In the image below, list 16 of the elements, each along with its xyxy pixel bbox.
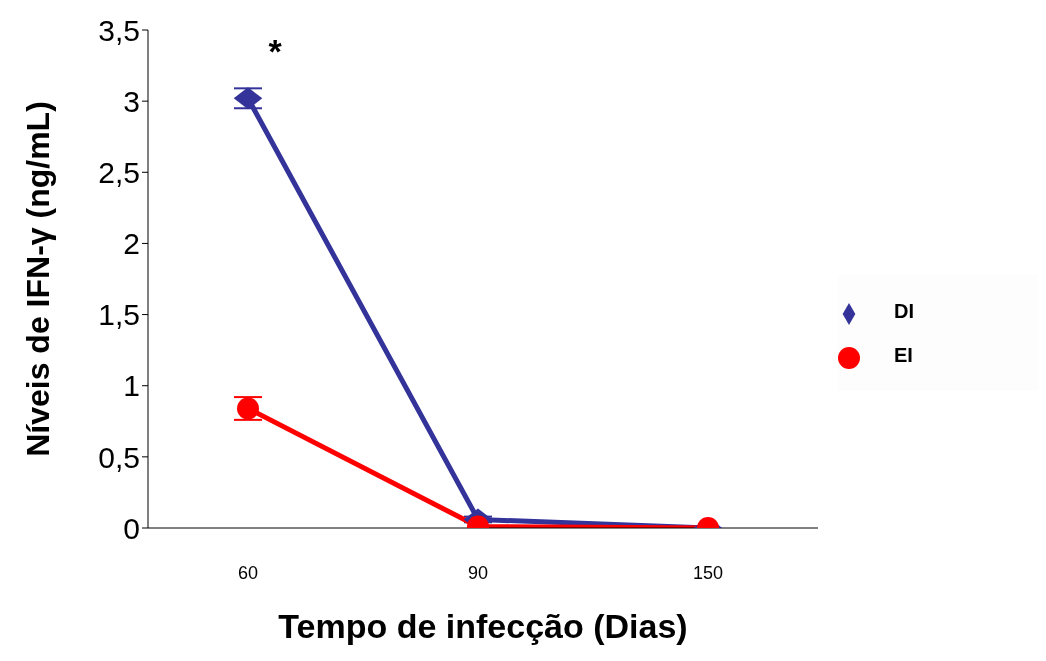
y-tick-label: 1 xyxy=(123,369,140,403)
y-tick-label: 1,5 xyxy=(98,298,140,332)
y-tick-label: 2 xyxy=(123,227,140,261)
y-tick-label: 0,5 xyxy=(98,440,140,474)
x-axis-title: Tempo de infecção (Dias) xyxy=(278,607,688,645)
annotation: * xyxy=(267,32,283,70)
y-tick-label: 0 xyxy=(123,511,140,545)
y-tick-label: 3 xyxy=(123,84,140,118)
y-tick-label: 3,5 xyxy=(98,13,140,47)
x-tick-label: 90 xyxy=(467,562,489,583)
legend-label: DI xyxy=(894,300,914,322)
legend-label: EI xyxy=(894,344,913,366)
y-axis-title: Níveis de IFN-γ (ng/mL) xyxy=(20,101,57,457)
x-tick-label: 60 xyxy=(237,562,259,583)
y-tick-label: 2,5 xyxy=(98,155,140,189)
x-tick-label: 150 xyxy=(692,562,724,583)
